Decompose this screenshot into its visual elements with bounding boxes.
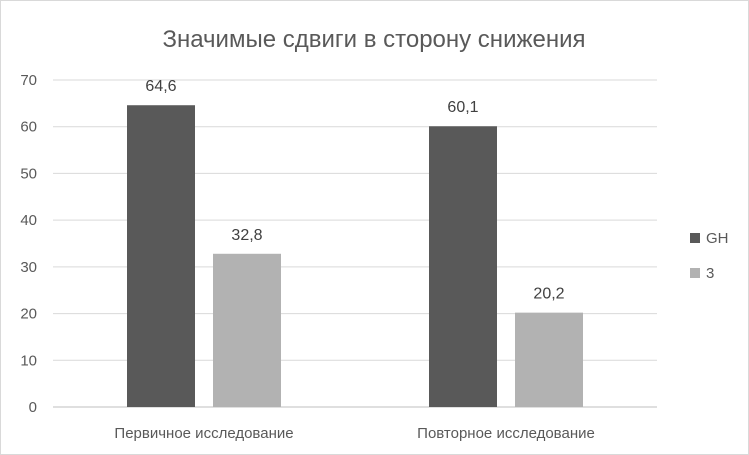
data-label: 20,2: [533, 286, 564, 303]
bar-3-1: [213, 253, 281, 407]
chart-title: Значимые сдвиги в сторону снижения: [162, 26, 585, 53]
y-tick-label: 40: [20, 212, 37, 229]
legend-swatch: [690, 233, 700, 243]
y-tick-label: 20: [20, 306, 37, 323]
legend-swatch: [690, 268, 700, 278]
y-axis-ticks: 0 10 20 30 40 50 60 70: [20, 72, 37, 416]
y-tick-label: 50: [20, 165, 37, 182]
x-category-label: Первичное исследование: [114, 425, 293, 442]
x-category-label: Повторное исследование: [417, 425, 595, 442]
bar-GH-1: [127, 105, 195, 408]
y-tick-label: 10: [20, 352, 37, 369]
y-tick-label: 60: [20, 119, 37, 136]
x-axis-categories: Первичное исследование Повторное исследов…: [114, 425, 594, 442]
data-label: 32,8: [231, 227, 262, 244]
legend-label: 3: [706, 265, 714, 282]
data-label: 60,1: [447, 99, 478, 116]
bar-GH-2: [429, 126, 497, 408]
bar-3-2: [515, 312, 583, 407]
y-tick-label: 70: [20, 72, 37, 89]
legend: GH 3: [690, 230, 729, 282]
data-label: 64,6: [145, 78, 176, 95]
y-tick-label: 0: [29, 399, 37, 416]
y-tick-label: 30: [20, 259, 37, 276]
legend-label: GH: [706, 230, 729, 247]
bars: 64,6 32,8 60,1 20,2: [127, 78, 583, 408]
